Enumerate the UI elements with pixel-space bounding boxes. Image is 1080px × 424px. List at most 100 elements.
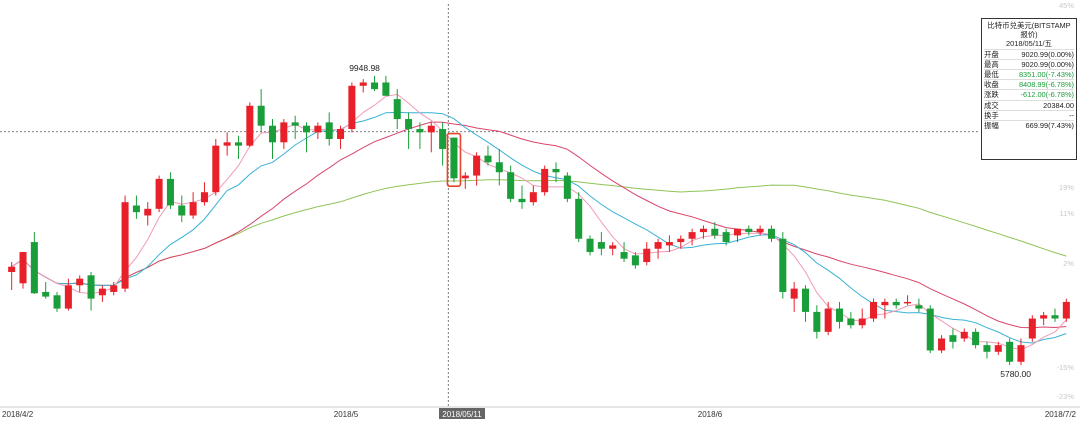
candle-body [881,301,889,306]
candle-body [1028,318,1036,339]
info-row: 成交 20384.00 [984,99,1074,110]
candle-body [484,155,492,163]
highlight-box [446,132,462,187]
candle-body [8,266,16,272]
candle-body [348,85,356,130]
y-tick-label: -23% [1056,392,1074,401]
candle-body [450,137,458,179]
candle-body [223,142,231,146]
ma20-line [11,121,1067,329]
candle-body [121,202,129,289]
candle-body [393,99,401,120]
candle-body [699,228,707,233]
candle-body [620,252,628,259]
candle-body [1040,315,1048,319]
x-tick-label: 2018/4/2 [2,410,34,419]
candle-body [325,122,333,139]
candle-body [291,122,299,126]
candle-body [677,238,685,243]
info-row-label: 最高 [984,59,999,69]
candle-body [915,305,923,309]
candle-body [529,192,537,203]
info-row-label: 成交 [984,100,999,110]
info-row-value: 669.99(7.43%) [1025,121,1074,131]
candle-body [178,205,186,216]
candle-body [518,198,526,203]
candle-body [246,105,254,146]
info-row-value: 9020.99(0.00%) [1021,49,1074,59]
candle-body [382,82,390,96]
candle-body [654,242,662,249]
candle-body [733,228,741,236]
y-tick-label: 45% [1059,1,1074,10]
ma5-line [11,93,1067,351]
info-date: 2018/05/11/五 [1006,39,1052,49]
candle-body [949,335,957,342]
x-tick-label: 2018/05/11 [442,410,482,419]
candle-body [200,192,208,203]
candle-body [427,125,435,133]
candle-body [416,129,424,133]
candle-body [722,232,730,243]
candle-body [314,125,322,133]
info-row-label: 振幅 [984,121,999,131]
ma10-line [11,111,1067,344]
info-row: 换手 -- [984,109,1074,120]
x-tick-label: 2018/6 [698,410,723,419]
candle-body [983,345,991,352]
candle-body [42,291,50,297]
candle-body [790,288,798,299]
candle-body [960,331,968,339]
candle-body [813,311,821,332]
candle-body [234,142,242,146]
candle-body [1051,315,1059,319]
y-tick-label: -15% [1056,363,1074,372]
candle-body [892,301,900,306]
candle-body [1017,345,1025,362]
candle-body [972,331,980,346]
candle-body [212,145,220,193]
candle-body [586,238,594,253]
candle-body [30,242,38,294]
candle-body [767,228,775,239]
info-row: 最低 8351.00(-7.43%) [984,69,1074,79]
x-tick-highlight-bg [439,408,485,419]
y-tick-label: 2% [1063,259,1074,268]
candle-body [904,301,912,304]
candle-body [801,288,810,312]
candle-body [870,301,878,319]
candle-body [836,308,844,322]
y-tick-label: 11% [1060,209,1075,218]
candle-body [53,295,61,309]
candle-body [847,318,855,326]
candle-body [643,248,651,263]
candle-body [268,125,277,143]
candle-body [994,345,1002,352]
info-box: 比特币兑美元(BITSTAMP报价) 2018/05/11/五 开盘 9020.9… [981,18,1077,160]
candle-body [132,205,140,213]
info-row-label: 换手 [984,110,999,120]
candle-body [337,129,345,139]
info-row: 收盘 8408.99(-6.78%) [984,79,1074,89]
candle-body [257,105,265,126]
candle-body [64,285,72,309]
x-tick-label: 2018/7/2 [1045,410,1077,419]
info-title: 比特币兑美元(BITSTAMP报价) [987,21,1071,40]
candle-body [98,288,106,296]
info-rows: 开盘 9020.99(0.00%) 最高 9020.99(0.00%) 最低 8351.0… [984,48,1074,131]
candle-body [1062,301,1070,319]
candle-body [473,155,481,176]
candle-body [597,242,605,249]
info-row: 最高 9020.99(0.00%) [984,58,1074,69]
info-row-value: 9020.99(0.00%) [1021,59,1074,69]
candle-body [461,175,469,179]
candle-body [745,228,753,233]
info-row-label: 开盘 [984,49,999,59]
info-row: 开盘 9020.99(0.00%) [984,48,1074,59]
candle-body [303,125,311,133]
candle-body [189,202,197,216]
candle-body [858,318,866,326]
candle-body [405,119,413,130]
